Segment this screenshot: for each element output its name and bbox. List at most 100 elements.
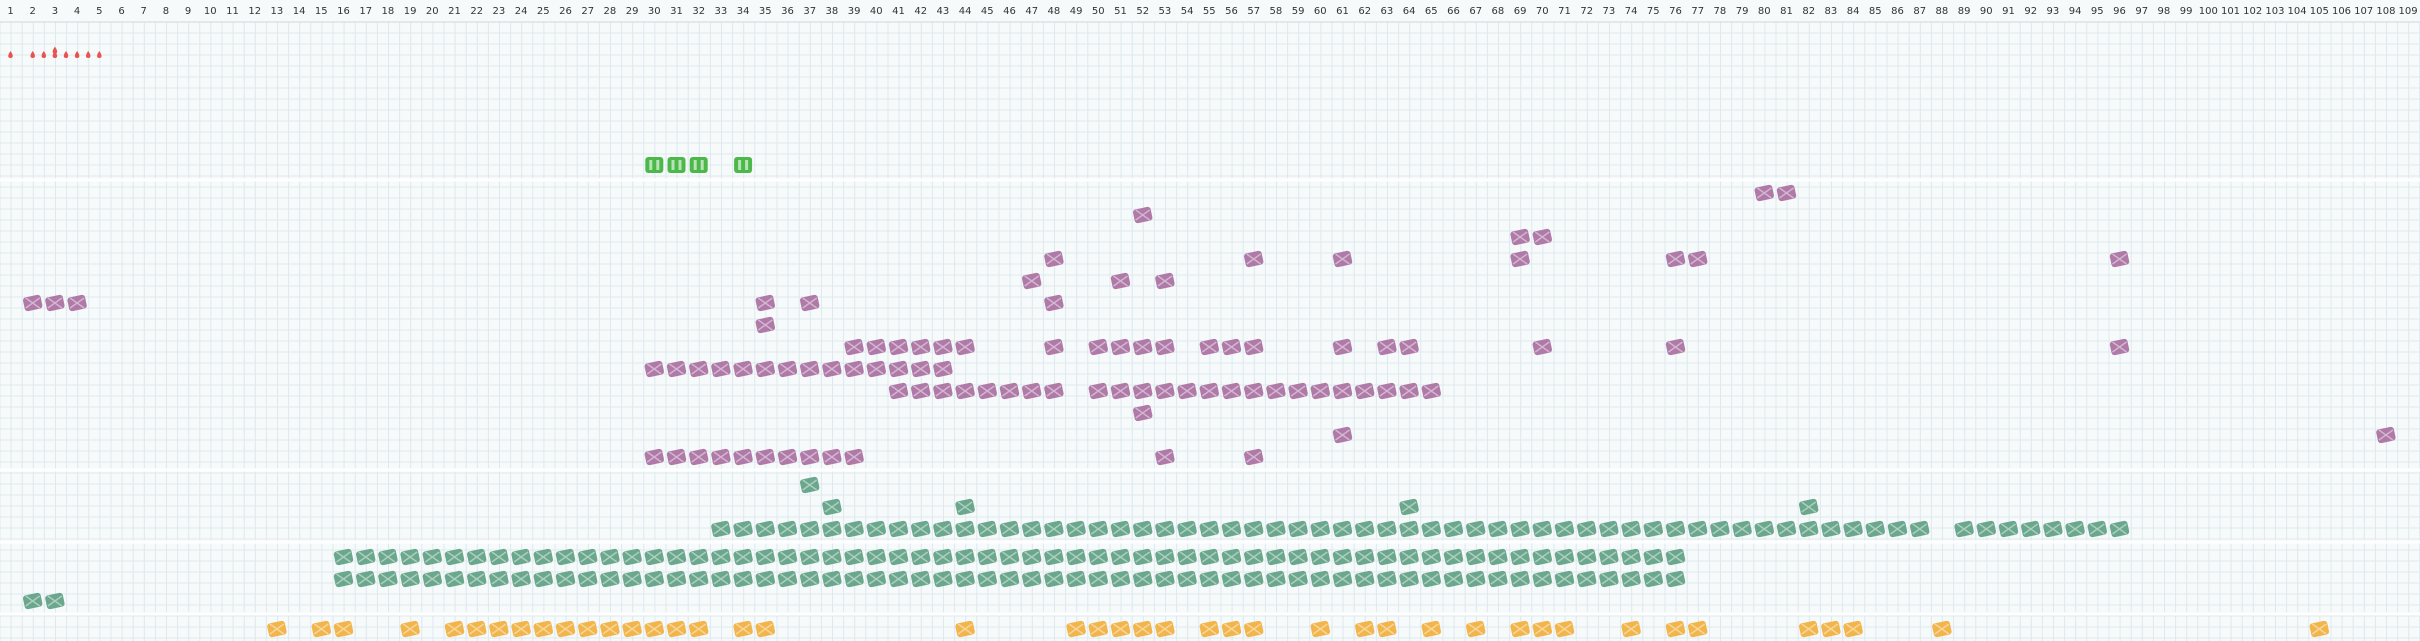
data-point-teal-lower [422, 570, 443, 588]
data-point-teal-lower [910, 570, 931, 588]
data-point-red [97, 51, 102, 58]
data-point-teal-lower [1332, 548, 1353, 566]
data-point-purple [1155, 448, 1175, 466]
data-point-purple [777, 448, 798, 466]
chart-marks [8, 46, 2396, 638]
x-tick-label: 80 [1758, 6, 1771, 17]
data-point-teal-lower [1532, 548, 1553, 566]
data-point-purple [888, 360, 909, 378]
data-point-purple [844, 448, 864, 466]
data-point-purple [733, 360, 753, 378]
x-tick-label: 85 [1869, 6, 1882, 17]
data-point-teal-lower [533, 548, 554, 566]
x-tick-label: 66 [1447, 6, 1460, 17]
x-tick-label: 21 [448, 6, 461, 17]
data-point-teal-lower [1044, 570, 1064, 588]
data-point-teal-lower [799, 548, 820, 566]
data-point-purple [22, 294, 43, 312]
data-point-teal-upper [822, 520, 842, 538]
x-tick-label: 3 [52, 6, 58, 17]
data-point-purple [933, 360, 953, 378]
data-point-teal-lower [1221, 570, 1242, 588]
data-point-teal-upper [1599, 520, 1619, 538]
data-point-teal-lower [1554, 570, 1575, 588]
data-point-teal-lower [1621, 570, 1641, 588]
data-point-yellow [400, 620, 420, 638]
data-point-purple [910, 360, 931, 378]
data-point-teal-lower [688, 548, 709, 566]
data-point-teal-lower [1510, 570, 1530, 588]
x-tick-label: 49 [1070, 6, 1083, 17]
data-point-purple [1155, 272, 1175, 290]
data-point-purple [1754, 184, 1775, 202]
data-point-yellow [511, 620, 531, 638]
data-point-teal-upper [1732, 520, 1752, 538]
x-tick-label: 79 [1736, 6, 1749, 17]
data-point-yellow [755, 620, 776, 638]
x-tick-label: 19 [404, 6, 417, 17]
data-point-yellow [444, 620, 465, 638]
data-point-purple [1332, 250, 1353, 268]
data-point-teal-lower [666, 570, 687, 588]
panel-separator [0, 178, 2420, 182]
x-tick-label: 84 [1847, 6, 1860, 17]
data-point-yellow [622, 620, 642, 638]
data-point-purple [955, 382, 975, 400]
data-point-teal-lower [866, 548, 887, 566]
x-tick-label: 107 [2354, 6, 2373, 17]
x-tick-label: 89 [1958, 6, 1971, 17]
data-point-yellow [1088, 620, 1109, 638]
data-point-purple [755, 294, 776, 312]
data-point-purple [1044, 382, 1064, 400]
data-point-teal-lower [844, 548, 864, 566]
x-tick-label: 53 [1159, 6, 1172, 17]
data-point-teal-upper [1754, 520, 1775, 538]
data-point-purple [888, 382, 909, 400]
data-point-yellow [267, 620, 287, 638]
data-point-teal-lower [422, 548, 443, 566]
data-point-purple [755, 360, 776, 378]
x-tick-label: 75 [1647, 6, 1660, 17]
data-point-teal-lower [733, 548, 753, 566]
data-point-teal-lower [511, 570, 531, 588]
data-point-yellow [1687, 620, 1708, 638]
data-point-purple [1199, 382, 1220, 400]
data-point-yellow [955, 620, 975, 638]
data-point-purple [1665, 250, 1686, 268]
data-point-yellow [1532, 620, 1553, 638]
data-point-teal-lower [822, 570, 842, 588]
data-point-yellow [688, 620, 709, 638]
data-point-teal-upper [822, 498, 842, 516]
data-point-teal-upper [1687, 520, 1708, 538]
data-point-purple [1221, 338, 1242, 356]
x-tick-label: 1 [7, 6, 13, 17]
data-point-teal-lower [933, 570, 953, 588]
data-point-teal-lower [1266, 548, 1286, 566]
data-point-yellow [1665, 620, 1686, 638]
data-point-green [645, 157, 664, 173]
data-point-teal-lower [1621, 548, 1641, 566]
data-point-teal-upper [1488, 520, 1508, 538]
x-tick-label: 98 [2158, 6, 2171, 17]
data-point-red [8, 51, 13, 58]
x-tick-label: 95 [2091, 6, 2104, 17]
x-tick-label: 14 [293, 6, 306, 17]
data-point-purple [1243, 338, 1264, 356]
x-tick-label: 59 [1292, 6, 1305, 17]
data-point-teal-lower [1665, 570, 1686, 588]
data-point-teal-lower [622, 570, 642, 588]
data-point-purple [822, 448, 842, 466]
data-point-teal-upper [1443, 520, 1464, 538]
data-point-purple [755, 316, 776, 334]
data-point-purple [1155, 382, 1175, 400]
data-point-purple [822, 360, 842, 378]
data-point-teal-upper [1199, 520, 1220, 538]
data-point-teal-lower [1021, 548, 1042, 566]
data-point-purple [799, 360, 820, 378]
data-point-teal-lower [1488, 570, 1508, 588]
data-point-teal-upper [1532, 520, 1553, 538]
data-point-teal-lower [1243, 548, 1264, 566]
panel-separator [0, 540, 2420, 544]
data-point-teal-lower [555, 570, 576, 588]
data-point-teal-lower [1576, 548, 1597, 566]
